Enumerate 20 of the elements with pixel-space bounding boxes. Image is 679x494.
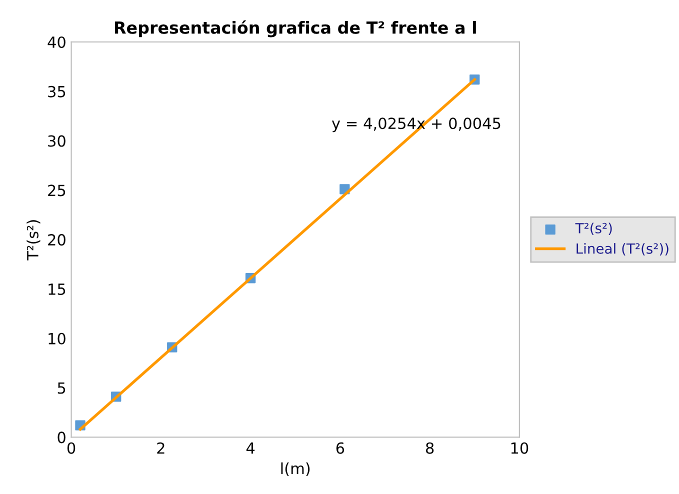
- y-axis-title: T²(s²): [26, 220, 40, 260]
- x-tick-label: 4: [246, 442, 255, 454]
- legend-label: T²(s²): [575, 222, 612, 236]
- x-tick-label: 8: [426, 442, 434, 454]
- x-tick-label: 6: [336, 442, 344, 454]
- x-tick-label: 2: [157, 442, 164, 454]
- y-tick-label: 35: [48, 86, 66, 98]
- y-tick-label: 40: [48, 36, 66, 48]
- y-tick-label: 25: [48, 184, 66, 196]
- legend-label: Lineal (T²(s²)): [576, 243, 668, 256]
- y-tick-label: 30: [48, 135, 66, 147]
- y-tick-label: 0: [58, 432, 66, 444]
- y-tick-label: 5: [58, 382, 66, 394]
- y-tick-label: 10: [48, 332, 66, 344]
- x-tick-label: 0: [67, 442, 76, 454]
- chart-title: Representación grafica de T² frente a l: [114, 20, 476, 38]
- x-tick-label: 10: [511, 442, 528, 454]
- y-tick-label: 20: [48, 234, 66, 246]
- y-tick-label: 15: [48, 284, 66, 296]
- x-axis-title: l(m): [281, 462, 310, 476]
